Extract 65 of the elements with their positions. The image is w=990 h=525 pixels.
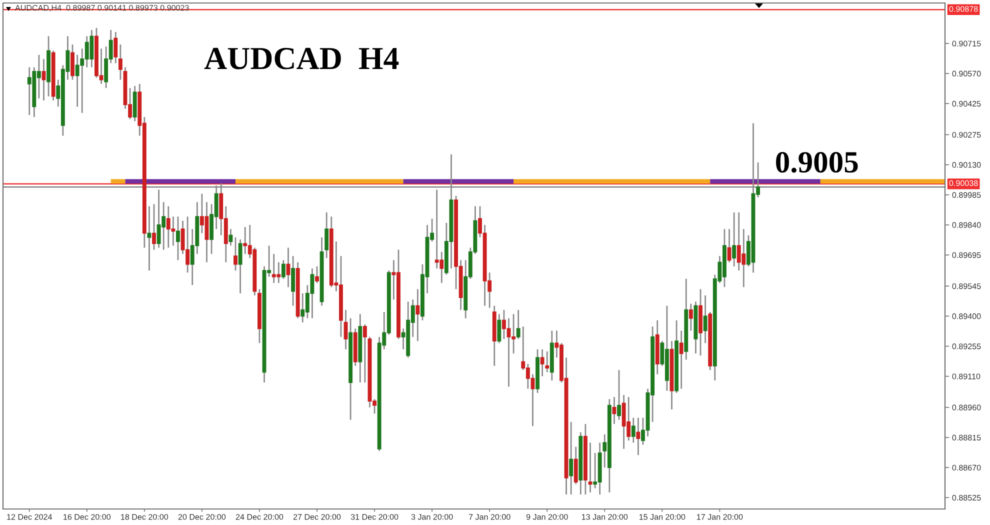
text: AUDCAD H4 xyxy=(204,48,399,70)
candlestick xyxy=(281,259,286,280)
y-tick-label: 0.89255 xyxy=(952,344,981,350)
y-tick-label: 0.90715 xyxy=(952,40,981,46)
candlestick xyxy=(703,294,708,344)
candlestick xyxy=(540,348,544,377)
y-tick-label: 0.88525 xyxy=(952,494,981,501)
x-tick-label: 13 Jan 20:00 xyxy=(582,514,628,520)
y-tick-label: 0.90570 xyxy=(952,70,981,77)
candlestick xyxy=(617,369,621,421)
candlestick xyxy=(315,266,319,284)
y-tick-label: 0.90275 xyxy=(952,132,981,138)
x-tick-label: 24 Dec 20:00 xyxy=(236,514,284,520)
candlestick xyxy=(238,238,242,294)
y-tick-label: 0.89840 xyxy=(952,222,981,228)
x-tick-label: 17 Jan 20:00 xyxy=(697,514,743,520)
candlestick xyxy=(147,206,152,272)
candlestick xyxy=(688,303,693,332)
x-tick-label: 18 Dec 20:00 xyxy=(121,514,168,520)
candlestick xyxy=(612,396,616,425)
candlestick xyxy=(176,216,180,261)
y-tick-label: 0.89400 xyxy=(952,313,981,320)
y-tick-label: 0.90425 xyxy=(952,100,981,107)
x-tick-label: 9 Jan 20:00 xyxy=(526,514,568,520)
x-tick-label: 3 Jan 20:00 xyxy=(411,514,453,520)
y-tick-label: 0.89110 xyxy=(952,374,980,380)
y-tick-label: 0.90130 xyxy=(952,162,981,168)
candlestick xyxy=(569,421,574,496)
y-tick-label: 0.89695 xyxy=(952,252,981,258)
candlestick xyxy=(114,31,118,64)
candlestick xyxy=(234,236,238,272)
candlestick xyxy=(727,228,732,263)
y-tick-label: 0.89545 xyxy=(952,283,981,290)
candlestick xyxy=(679,330,684,390)
candlestick xyxy=(732,212,736,268)
candlestick xyxy=(636,417,640,456)
x-tick-label: 12 Dec 2024 xyxy=(7,514,52,520)
candlestick xyxy=(344,309,348,350)
candlestick xyxy=(416,288,420,342)
candlestick xyxy=(631,417,636,444)
candlestick xyxy=(118,44,122,80)
x-tick-label: 20 Dec 20:00 xyxy=(178,514,226,520)
candlestick xyxy=(545,350,550,373)
candlestick xyxy=(588,442,592,494)
x-tick-label: 7 Jan 20:00 xyxy=(468,514,510,520)
series-label: 0.9005 xyxy=(776,152,858,173)
candlestick xyxy=(516,309,520,340)
candlestick xyxy=(324,212,329,259)
candlestick xyxy=(291,255,295,306)
ref-line-label: 0.90038 xyxy=(949,180,978,186)
y-tick-label: 0.89985 xyxy=(952,192,981,198)
y-tick-label: 0.88960 xyxy=(952,404,981,410)
y-tick-label: 0.88815 xyxy=(952,434,981,440)
candlestick xyxy=(574,446,578,485)
x-tick-label: 27 Dec 20:00 xyxy=(293,514,341,520)
candlestick xyxy=(497,313,502,344)
candlestick xyxy=(70,44,74,80)
candlestick xyxy=(228,228,233,246)
candlestick xyxy=(362,324,367,384)
candlestick xyxy=(152,203,156,250)
x-tick-label: 31 Dec 20:00 xyxy=(350,514,398,520)
x-tick-label: 16 Dec 20:00 xyxy=(64,514,111,520)
ref-line-label: 0.90878 xyxy=(949,6,978,12)
x-tick-label: 15 Jan 20:00 xyxy=(639,514,686,520)
y-tick-label: 0.88670 xyxy=(952,464,981,471)
